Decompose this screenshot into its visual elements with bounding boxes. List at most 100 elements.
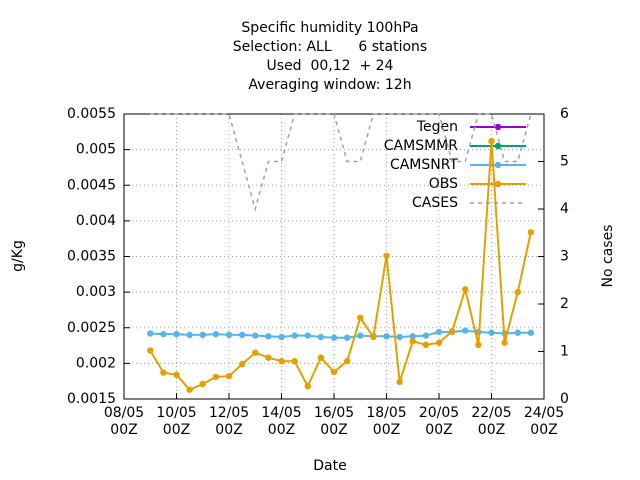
point — [330, 334, 338, 341]
point — [396, 378, 403, 386]
point — [435, 339, 443, 346]
point — [252, 349, 259, 356]
point — [357, 332, 364, 339]
point — [317, 354, 325, 361]
legend-marker — [494, 142, 502, 150]
y2-tick-label: 0 — [560, 391, 569, 407]
title-line: Averaging window: 12h — [248, 77, 411, 93]
point — [383, 333, 390, 340]
point — [265, 354, 272, 361]
y-tick-label: 0.0045 — [67, 177, 116, 193]
legend-label: OBS — [429, 176, 458, 192]
title-line: Specific humidity 100hPa — [241, 20, 418, 36]
legend-marker — [494, 161, 502, 169]
point — [291, 332, 298, 339]
point — [252, 332, 259, 339]
point — [343, 334, 351, 341]
point — [488, 137, 495, 145]
point — [527, 229, 535, 236]
x-tick-label: 14/05 00Z — [261, 405, 302, 438]
point — [343, 358, 351, 365]
point — [186, 386, 193, 393]
x-tick-label: 24/05 00Z — [523, 405, 565, 438]
title-line: Selection: ALL 6 stations — [233, 39, 427, 55]
y2-tick-label: 1 — [560, 344, 569, 360]
series-line — [149, 141, 532, 391]
x-tick-label: 12/05 00Z — [208, 405, 250, 438]
point — [147, 347, 154, 354]
point — [462, 327, 469, 334]
x-tick-label: 08/05 00Z — [103, 405, 145, 438]
point — [488, 329, 495, 336]
point — [330, 368, 338, 376]
y-tick-label: 0.005 — [76, 142, 116, 158]
point — [317, 333, 325, 341]
point — [422, 332, 430, 339]
point — [422, 341, 430, 349]
point — [396, 333, 403, 341]
point — [238, 331, 246, 339]
y2-tick-label: 4 — [560, 201, 569, 217]
point — [435, 328, 443, 336]
point — [199, 331, 206, 339]
point — [278, 358, 285, 365]
series-line — [150, 329, 531, 339]
series-line — [150, 113, 532, 212]
y-tick-label: 0.0025 — [67, 320, 116, 336]
point — [462, 286, 469, 293]
point — [199, 380, 206, 388]
x-tick-label: 20/05 00Z — [418, 405, 460, 438]
point — [278, 333, 285, 341]
legend-label: CAMSMMR — [384, 138, 458, 154]
point — [212, 373, 220, 381]
y-tick-label: 0.004 — [76, 213, 116, 229]
y2-axis-label: No cases — [600, 225, 616, 288]
x-tick-label: 18/05 00Z — [366, 405, 407, 438]
point — [238, 360, 246, 368]
point — [383, 252, 390, 259]
y2-tick-label: 2 — [560, 296, 569, 312]
point — [212, 330, 220, 338]
y2-tick-label: 6 — [560, 106, 569, 122]
y-tick-label: 0.0055 — [67, 106, 116, 122]
y-tick-label: 0.0015 — [67, 391, 116, 407]
x-axis-label: Date — [313, 458, 346, 474]
point — [527, 329, 535, 336]
legend-label: CAMSNRT — [390, 157, 459, 173]
point — [160, 330, 167, 338]
point — [501, 339, 508, 346]
x-tick-label: 10/05 00Z — [156, 405, 197, 438]
legend-label: CASES — [412, 195, 458, 211]
point — [225, 373, 233, 380]
point — [514, 329, 521, 336]
y-axis-label: g/Kg — [10, 240, 26, 272]
point — [291, 358, 298, 365]
point — [225, 331, 233, 339]
y-tick-label: 0.0035 — [67, 249, 116, 265]
point — [370, 333, 377, 341]
point — [173, 371, 180, 378]
y2-tick-label: 5 — [560, 154, 569, 170]
point — [409, 333, 416, 340]
point — [475, 341, 482, 349]
x-tick-label: 16/05 00Z — [313, 405, 355, 438]
x-tick-label: 22/05 00Z — [471, 405, 512, 438]
point — [186, 331, 193, 339]
point — [173, 330, 180, 338]
legend-marker — [494, 180, 502, 188]
point — [409, 338, 416, 345]
point — [448, 328, 456, 335]
point — [160, 369, 167, 376]
y-tick-label: 0.002 — [76, 355, 116, 371]
point — [357, 314, 364, 321]
point — [304, 332, 311, 339]
legend-label: Tegen — [416, 119, 458, 135]
point — [147, 330, 154, 337]
y2-tick-label: 3 — [560, 249, 569, 265]
point — [514, 288, 521, 296]
point — [304, 382, 311, 390]
title-line: Used 00,12 + 24 — [267, 58, 394, 74]
point — [265, 333, 272, 340]
legend-marker — [494, 123, 502, 131]
